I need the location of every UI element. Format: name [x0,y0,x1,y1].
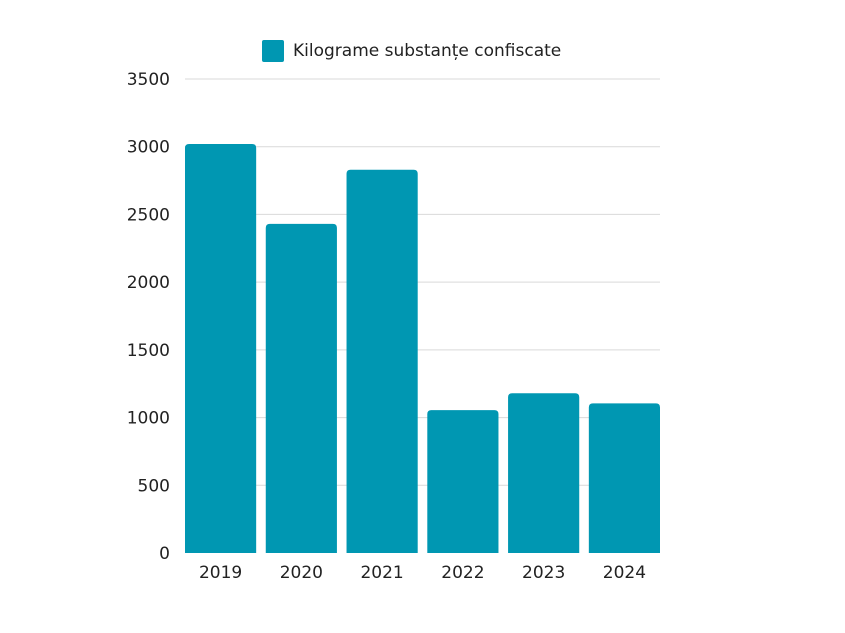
y-tick-label: 0 [159,544,170,564]
y-tick-label: 500 [138,476,170,496]
bar-2020 [265,223,337,553]
x-tick-label: 2023 [522,563,565,583]
bar-2023 [508,393,580,553]
x-tick-label: 2024 [603,563,646,583]
x-tick-label: 2019 [199,563,242,583]
bar-2022 [427,410,499,553]
bars [185,144,660,554]
y-tick-label: 1000 [127,409,170,429]
x-tick-label: 2020 [280,563,323,583]
y-axis: 0 500 1000 1500 2000 2500 3000 3500 [127,70,170,564]
y-tick-label: 2000 [127,273,170,293]
y-tick-label: 3500 [127,70,170,90]
bar-2024 [588,403,660,553]
x-tick-label: 2022 [441,563,484,583]
bar-2021 [346,169,418,554]
x-axis: 2019 2020 2021 2022 2023 2024 [199,563,646,583]
y-tick-label: 3000 [127,138,170,158]
legend-swatch [262,40,284,62]
y-tick-label: 1500 [127,341,170,361]
legend-label: Kilograme substanțe confiscate [293,41,561,61]
bar-2019 [185,144,257,553]
y-tick-label: 2500 [127,205,170,225]
legend: Kilograme substanțe confiscate [262,40,561,62]
gridlines [185,78,660,486]
x-tick-label: 2021 [360,563,403,583]
